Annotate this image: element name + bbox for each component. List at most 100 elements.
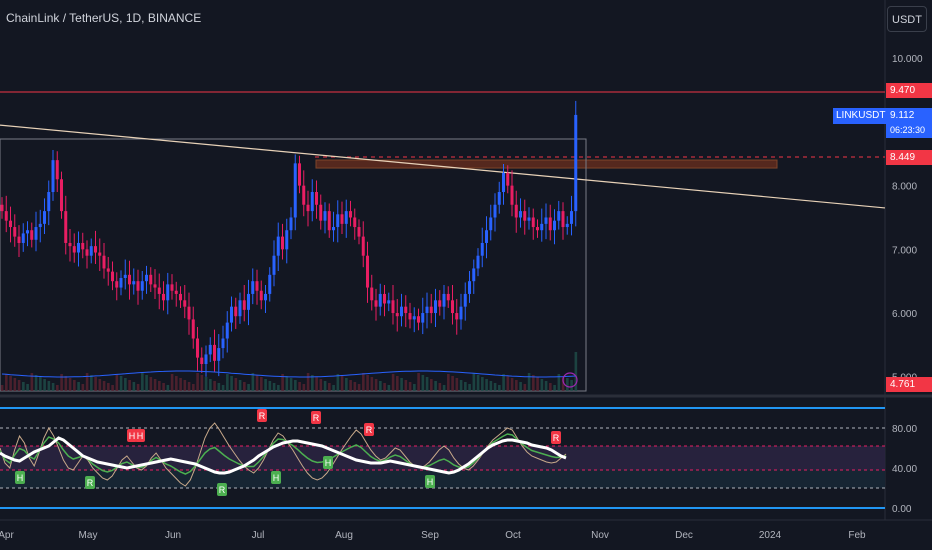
volume-bar <box>302 384 306 391</box>
volume-bar <box>187 382 191 391</box>
candle-body <box>412 316 416 320</box>
volume-bar <box>362 373 365 391</box>
candle-body <box>349 211 352 218</box>
candle-body <box>302 185 306 205</box>
volume-bar <box>34 375 38 391</box>
candle-body <box>157 287 161 294</box>
candle-body <box>548 217 552 231</box>
candle-body <box>0 204 4 212</box>
volume-bar <box>544 381 548 391</box>
high-marker <box>551 431 561 444</box>
volume-bar <box>476 375 480 391</box>
volume-bar <box>489 381 493 391</box>
time-tick-label: Feb <box>848 530 866 541</box>
volume-bar <box>158 381 161 391</box>
volume-bar <box>73 380 76 391</box>
candle-body <box>421 313 425 323</box>
volume-bar <box>400 378 403 391</box>
candle-body <box>476 255 480 269</box>
time-tick-label: May <box>79 530 98 541</box>
volume-bar <box>464 382 467 391</box>
candle-body <box>408 313 412 320</box>
chart-title: ChainLink / TetherUS, 1D, BINANCE <box>6 11 202 25</box>
volume-bar <box>430 379 433 391</box>
candle-body <box>213 344 216 361</box>
volume-bar <box>9 376 12 391</box>
volume-bar <box>5 374 8 391</box>
candle-body <box>366 255 369 288</box>
volume-bar <box>47 381 51 391</box>
volume-bar <box>357 384 361 391</box>
volume-bar <box>128 380 131 391</box>
volume-bar <box>153 379 157 391</box>
candle-body <box>353 217 357 228</box>
volume-bar <box>294 380 297 391</box>
volume-bar <box>353 382 357 391</box>
candle-body <box>519 211 522 218</box>
volume-bar <box>94 377 97 391</box>
candle-body <box>30 230 34 240</box>
volume-bar <box>447 374 450 391</box>
volume-bar <box>64 376 68 391</box>
marker-label: H <box>427 477 434 487</box>
candle-body <box>98 252 102 256</box>
volume-bar <box>459 380 463 391</box>
volume-bar <box>136 384 140 391</box>
candle-body <box>153 284 157 288</box>
volume-bar <box>391 374 395 391</box>
candle-body <box>493 204 497 218</box>
volume-bar <box>111 385 114 391</box>
volume-bar <box>298 382 301 391</box>
candle-body <box>102 255 106 269</box>
volume-bar <box>345 378 348 391</box>
volume-bar <box>374 379 378 391</box>
candle-body <box>370 287 374 301</box>
volume-bar <box>85 373 89 391</box>
candle-body <box>111 271 114 282</box>
candle-body <box>531 217 535 228</box>
volume-bar <box>162 383 165 391</box>
high-marker <box>127 429 137 442</box>
candle-body <box>536 227 539 231</box>
volume-bar <box>166 385 170 391</box>
volume-bar <box>434 381 437 391</box>
candle-body <box>136 281 140 291</box>
volume-bar <box>468 384 471 391</box>
volume-bar <box>485 379 488 391</box>
volume-bar <box>438 383 442 391</box>
marker-label: R <box>553 433 560 443</box>
low-price-tag: 4.761 <box>886 377 932 392</box>
candle-body <box>480 242 484 256</box>
candle-body <box>417 316 420 323</box>
candle-body <box>128 274 131 285</box>
candle-body <box>561 211 565 228</box>
volume-bar <box>553 385 556 391</box>
volume-bar <box>502 374 505 391</box>
candle-body <box>170 284 174 291</box>
volume-bar <box>425 377 429 391</box>
candle-body <box>323 211 327 221</box>
candle-body <box>145 274 148 282</box>
marker-label: R <box>313 413 320 423</box>
range-box <box>0 138 587 392</box>
candle-body <box>298 163 301 186</box>
candle-body <box>183 300 187 307</box>
volume-bar <box>383 383 386 391</box>
volume-bar <box>221 385 225 391</box>
price-tick-label: 6.000 <box>892 309 917 320</box>
volume-bar <box>349 380 352 391</box>
candle-body <box>540 223 544 231</box>
volume-bar <box>238 380 242 391</box>
volume-bar <box>366 375 369 391</box>
candle-body <box>272 255 276 275</box>
candle-body <box>242 300 246 310</box>
volume-bar <box>192 384 195 391</box>
candle-body <box>13 227 17 237</box>
candle-body <box>255 281 259 291</box>
candle-body <box>72 246 76 253</box>
volume-bar <box>527 373 531 391</box>
candle-body <box>230 306 233 323</box>
currency-button[interactable]: USDT <box>887 6 927 32</box>
volume-bar <box>255 375 259 391</box>
